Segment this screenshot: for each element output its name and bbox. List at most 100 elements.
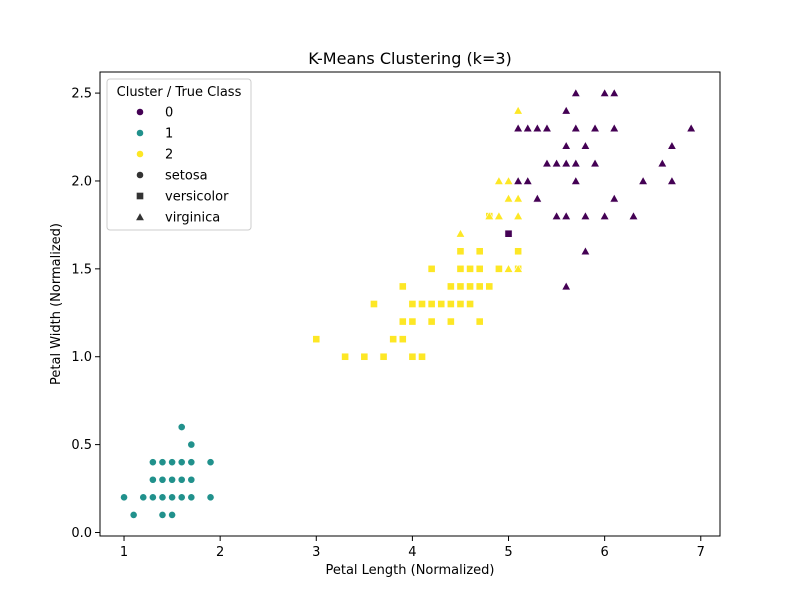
x-tick-label: 2 [216,545,224,560]
y-tick-label: 2.5 [71,87,92,102]
data-point [532,193,543,203]
data-point [139,493,148,502]
data-point [570,158,581,168]
data-point [628,211,639,220]
x-tick-label: 3 [312,545,320,560]
data-point [503,263,514,273]
data-point [638,175,649,185]
data-point [513,175,524,185]
data-point [609,193,620,203]
y-tick-label: 0.5 [71,438,92,453]
data-point [570,175,581,185]
data-point [446,317,455,326]
data-point [187,493,196,502]
data-point [446,300,455,308]
series-cluster-1-setosa [120,423,215,519]
x-tick-label: 4 [408,545,416,560]
series-cluster-0-versicolor [504,229,513,238]
data-point [158,493,167,502]
legend-item-versicolor: versicolor [136,190,229,205]
y-tick-label: 1.5 [71,262,92,277]
data-point [475,317,484,326]
data-point [513,263,524,273]
legend-label: versicolor [165,190,229,205]
data-point [599,88,610,97]
data-point [532,123,543,133]
data-point [177,423,186,431]
x-tick-label: 5 [504,545,512,560]
plot-frame [99,71,721,537]
data-point [187,458,196,467]
data-point [177,458,186,467]
data-point [466,300,474,308]
data-point [168,475,176,484]
data-point [475,282,484,291]
data-point [503,175,514,185]
data-point [187,440,196,449]
legend-title: Cluster / True Class [117,85,242,100]
chart-title: K-Means Clustering (k=3) [308,49,512,68]
data-point [456,300,465,308]
data-point [398,317,407,326]
data-point [494,211,504,220]
axis-ticks: 1 2 3 4 5 6 7 0.0 0.5 1.0 1.5 2.0 2.5 [71,87,705,560]
legend-marker [136,108,144,116]
legend-item-cluster-1: 1 [136,127,173,142]
data-point [495,264,503,273]
data-point [408,300,417,308]
data-point [580,246,591,256]
data-point [148,493,157,502]
data-point [398,282,407,291]
series-cluster-2-versicolor [312,212,523,361]
x-tick-label: 1 [120,545,128,560]
data-point [580,211,591,220]
legend-marker [135,211,145,221]
data-point [561,211,572,220]
data-point [504,229,513,238]
data-point [513,105,524,115]
data-point [120,493,128,502]
legend-marker [136,150,144,158]
legend-label: 0 [165,106,173,121]
data-point [514,247,523,256]
legend-item-setosa: setosa [136,169,208,184]
x-axis-label: Petal Length (Normalized) [325,563,494,578]
legend-label: 2 [165,148,173,163]
data-point [475,247,484,256]
data-point [580,140,591,150]
data-point [657,158,668,168]
data-point [456,282,465,291]
data-point [418,300,426,308]
data-point [570,88,581,97]
data-point [129,511,138,519]
legend-marker [136,192,144,200]
data-point [561,158,572,168]
data-point [177,475,186,484]
data-point [561,105,572,115]
legend-box [106,78,252,231]
data-point [418,352,426,361]
y-tick-label: 0.0 [71,526,92,541]
legend: Cluster / True Class 0 1 2 setosa versicolor… [106,78,252,231]
data-point [561,140,572,150]
data-point [590,123,600,133]
data-point [513,123,524,133]
data-point [513,211,524,220]
data-point [341,352,350,361]
data-point [522,123,533,133]
legend-marker [136,129,144,137]
data-point [513,193,524,203]
x-tick-label: 7 [697,545,705,560]
y-axis-label: Petal Width (Normalized) [49,223,64,385]
data-point [503,193,514,203]
data-point [609,123,620,133]
data-point [389,335,398,344]
data-point [590,158,600,168]
series-cluster-2-virginica [455,105,524,273]
data-point [542,158,552,168]
data-point [206,458,215,467]
data-point [408,317,417,326]
data-point [427,317,436,326]
legend-label: setosa [165,169,208,184]
